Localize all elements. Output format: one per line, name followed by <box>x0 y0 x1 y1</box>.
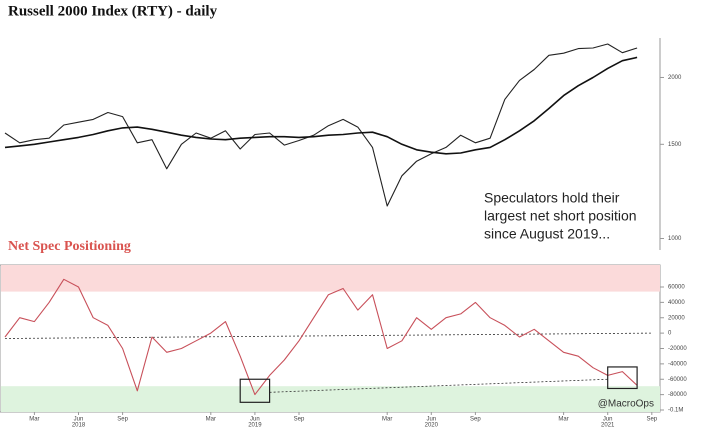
y-tick-label: -80000 <box>668 392 687 398</box>
series-line <box>4 278 638 396</box>
reference-line <box>4 332 652 339</box>
reference-line <box>269 378 608 393</box>
annotation: since August 2019... <box>484 226 610 242</box>
x-tick-label: Jun <box>603 417 613 423</box>
y-tick-label: 1500 <box>668 142 682 148</box>
band <box>1 386 660 412</box>
watermark: @MacroOps <box>598 399 654 410</box>
highlight-box <box>607 366 638 390</box>
series-line <box>4 43 638 207</box>
y-tick-label: 2000 <box>668 75 682 81</box>
x-tick-label: Jun <box>426 417 436 423</box>
x-tick-label: Mar <box>206 417 216 423</box>
y-tick-label: 0 <box>668 331 672 337</box>
annotation: largest net short position <box>484 208 637 224</box>
x-tick-label: Jun <box>250 417 260 423</box>
annotation: Speculators hold their <box>484 190 620 206</box>
x-tick-label: Sep <box>117 417 128 423</box>
year-label: 2020 <box>425 423 439 427</box>
year-label: 2021 <box>601 423 615 427</box>
series-line <box>4 56 638 155</box>
x-tick-label: Mar <box>29 417 39 423</box>
y-tick-label: 20000 <box>668 315 685 321</box>
y-tick-label: -40000 <box>668 361 687 367</box>
y-tick-label: 40000 <box>668 300 685 306</box>
y-tick-label: -0.1M <box>668 408 683 414</box>
year-label: 2019 <box>248 423 262 427</box>
x-tick-label: Mar <box>558 417 568 423</box>
band <box>1 265 660 292</box>
x-tick-label: Mar <box>382 417 392 423</box>
chart-title: Russell 2000 Index (RTY) - daily <box>8 3 218 19</box>
x-tick-label: Sep <box>470 417 481 423</box>
highlight-box <box>239 378 271 403</box>
y-tick-label: 60000 <box>668 285 685 291</box>
x-tick-label: Jun <box>74 417 84 423</box>
x-tick-label: Sep <box>294 417 305 423</box>
y-tick-label: 1000 <box>668 236 682 242</box>
x-tick-label: Sep <box>646 417 657 423</box>
y-tick-label: -20000 <box>668 346 687 352</box>
year-label: 2018 <box>72 423 86 427</box>
panel-title: Net Spec Positioning <box>8 239 131 254</box>
y-tick-label: -60000 <box>668 377 687 383</box>
